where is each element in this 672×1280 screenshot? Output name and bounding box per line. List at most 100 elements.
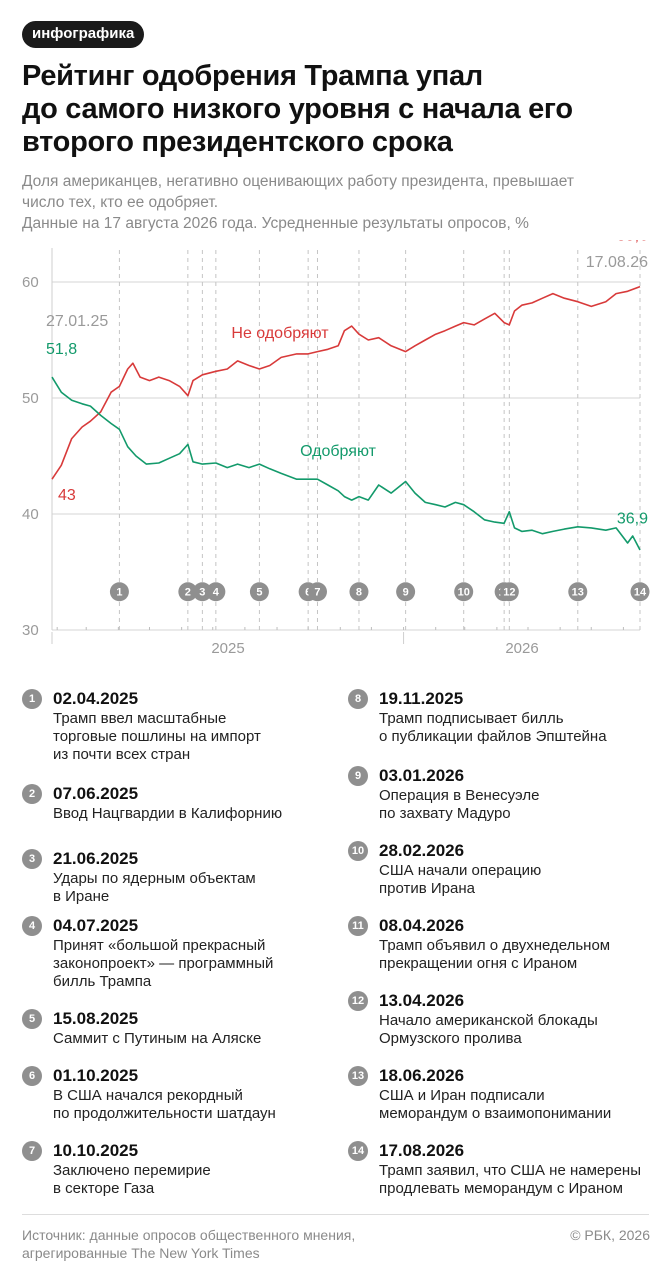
- event-date: 21.06.2025: [53, 849, 139, 868]
- event-description: Саммит с Путиным на Аляске: [53, 1030, 262, 1047]
- series-label-approve: Одобряют: [300, 443, 377, 460]
- y-tick-label: 30: [22, 622, 39, 639]
- end-date-label: 17.08.26: [586, 254, 648, 271]
- event-marker-number: 2: [185, 587, 191, 599]
- event-item: 3 21.06.2025 Удары по ядерным объектам в И…: [22, 848, 353, 906]
- event-number-badge: 7: [22, 1141, 42, 1161]
- y-tick-label: 60: [22, 274, 39, 291]
- event-marker-number: 14: [634, 587, 647, 599]
- event-date: 28.02.2026: [379, 841, 465, 860]
- event-number-badge: 12: [348, 991, 368, 1011]
- event-date: 17.08.2026: [379, 1141, 465, 1160]
- event-description: Трамп ввел масштабные торговые пошлины н…: [53, 710, 261, 763]
- event-marker-number: 13: [572, 587, 584, 599]
- disapprove-end-value: 59,6: [617, 240, 648, 244]
- event-description: Операция в Венесуэле по захвату Мадуро: [379, 787, 540, 822]
- event-description: Ввод Нацгвардии в Калифорнию: [53, 805, 283, 822]
- event-date: 03.01.2026: [379, 766, 465, 785]
- event-number-badge: 2: [22, 784, 42, 804]
- y-tick-label: 50: [22, 390, 39, 407]
- event-item: 2 07.06.2025 Ввод Нацгвардии в Калифорнию: [22, 783, 353, 823]
- event-description: В США начался рекордный по продолжительн…: [53, 1087, 276, 1122]
- event-date: 04.07.2025: [53, 916, 139, 935]
- event-number-badge: 9: [348, 766, 368, 786]
- event-marker-number: 4: [213, 587, 220, 599]
- event-number-badge: 11: [348, 916, 368, 936]
- event-marker-number: 12: [503, 587, 515, 599]
- event-number-badge: 3: [22, 849, 42, 869]
- category-badge: инфографика: [22, 21, 145, 48]
- event-item: 5 15.08.2025 Саммит с Путиным на Аляске: [22, 1008, 353, 1048]
- event-description: Заключено перемирие в секторе Газа: [53, 1162, 211, 1197]
- event-date: 08.04.2026: [379, 916, 465, 935]
- copyright: © РБК, 2026: [570, 1227, 650, 1243]
- series-line-approve: [51, 376, 641, 551]
- event-marker-circle: [178, 582, 198, 602]
- event-marker-number: 7: [314, 587, 320, 599]
- event-marker-number: 8: [356, 587, 362, 599]
- event-marker-circle: [192, 582, 212, 602]
- event-marker-circle: [630, 582, 650, 602]
- event-number-badge: 13: [348, 1066, 368, 1086]
- event-description: Трамп подписывает билль о публикации фай…: [379, 710, 607, 745]
- disapprove-start-value: 43: [58, 487, 76, 504]
- event-description: Удары по ядерным объектам в Иране: [53, 870, 256, 905]
- event-item: 8 19.11.2025 Трамп подписывает билль о пуб…: [348, 688, 672, 746]
- event-description: Трамп объявил о двухнедельном прекращени…: [379, 937, 611, 972]
- y-tick-label: 40: [22, 506, 39, 523]
- event-marker-circle: [109, 582, 129, 602]
- approval-chart: 30 40 50 60 2025 2026 Не одобряют Одобряют 27.01…: [22, 240, 650, 657]
- page-subtitle: Доля американцев, негативно оценивающих …: [22, 173, 574, 232]
- event-date: 18.06.2026: [379, 1066, 465, 1085]
- event-marker-circle: [454, 582, 474, 602]
- event-number-badge: 8: [348, 689, 368, 709]
- event-item: 13 18.06.2026 США и Иран подписали меморан…: [348, 1065, 672, 1123]
- event-item: 7 10.10.2025 Заключено перемирие в секторе…: [22, 1140, 353, 1198]
- event-marker-number: 3: [199, 587, 205, 599]
- event-marker-number: 9: [403, 587, 409, 599]
- event-date: 01.10.2025: [53, 1066, 139, 1085]
- event-date: 19.11.2025: [379, 689, 464, 708]
- event-marker-circle: [349, 582, 369, 602]
- start-date-label: 27.01.25: [46, 313, 108, 330]
- event-date: 13.04.2026: [379, 991, 465, 1010]
- event-number-badge: 1: [22, 689, 42, 709]
- event-marker-circle: [249, 582, 269, 602]
- event-marker-circle: [206, 582, 226, 602]
- event-number-badge: 5: [22, 1009, 42, 1029]
- approve-end-value: 36,9: [617, 510, 648, 527]
- event-date: 07.06.2025: [53, 784, 139, 803]
- event-marker-circle: [499, 582, 519, 602]
- event-description: Принят «большой прекрасный законопроект»…: [53, 937, 274, 990]
- event-date: 02.04.2025: [53, 689, 139, 708]
- event-marker-number: 5: [256, 587, 262, 599]
- event-number-badge: 10: [348, 841, 368, 861]
- x-tick-label-2026: 2026: [505, 640, 538, 657]
- approve-start-value: 51,8: [46, 341, 77, 358]
- event-number-badge: 14: [348, 1141, 368, 1161]
- source-note: Источник: данные опросов общественного м…: [22, 1227, 356, 1261]
- event-description: США и Иран подписали меморандум о взаимо…: [379, 1087, 612, 1122]
- event-description: Начало американской блокады Ормузского п…: [379, 1012, 598, 1047]
- event-date: 15.08.2025: [53, 1009, 139, 1028]
- event-marker-circle: [568, 582, 588, 602]
- event-marker-circle: [396, 582, 416, 602]
- event-item: 12 13.04.2026 Начало американской блокады …: [348, 990, 672, 1048]
- event-marker-number: 10: [458, 587, 470, 599]
- event-marker-number: 1: [116, 587, 122, 599]
- event-description: Трамп заявил, что США не намерены продле…: [379, 1162, 641, 1197]
- x-tick-label-2025: 2025: [211, 640, 244, 657]
- footer-divider: [22, 1214, 649, 1215]
- event-number-badge: 6: [22, 1066, 42, 1086]
- event-item: 10 28.02.2026 США начали операцию против И…: [348, 840, 672, 898]
- event-item: 14 17.08.2026 Трамп заявил, что США не нам…: [348, 1140, 672, 1198]
- event-marker-circle: [307, 582, 327, 602]
- event-description: США начали операцию против Ирана: [379, 862, 542, 897]
- series-line-disapprove: [51, 285, 641, 480]
- event-item: 4 04.07.2025 Принят «большой прекрасный за…: [22, 915, 353, 991]
- page-title: Рейтинг одобрения Трампа упал до самого …: [22, 60, 573, 158]
- series-label-disapprove: Не одобряют: [231, 325, 329, 342]
- event-item: 9 03.01.2026 Операция в Венесуэле по захва…: [348, 765, 672, 823]
- event-item: 11 08.04.2026 Трамп объявил о двухнедельно…: [348, 915, 672, 973]
- event-date: 10.10.2025: [53, 1141, 139, 1160]
